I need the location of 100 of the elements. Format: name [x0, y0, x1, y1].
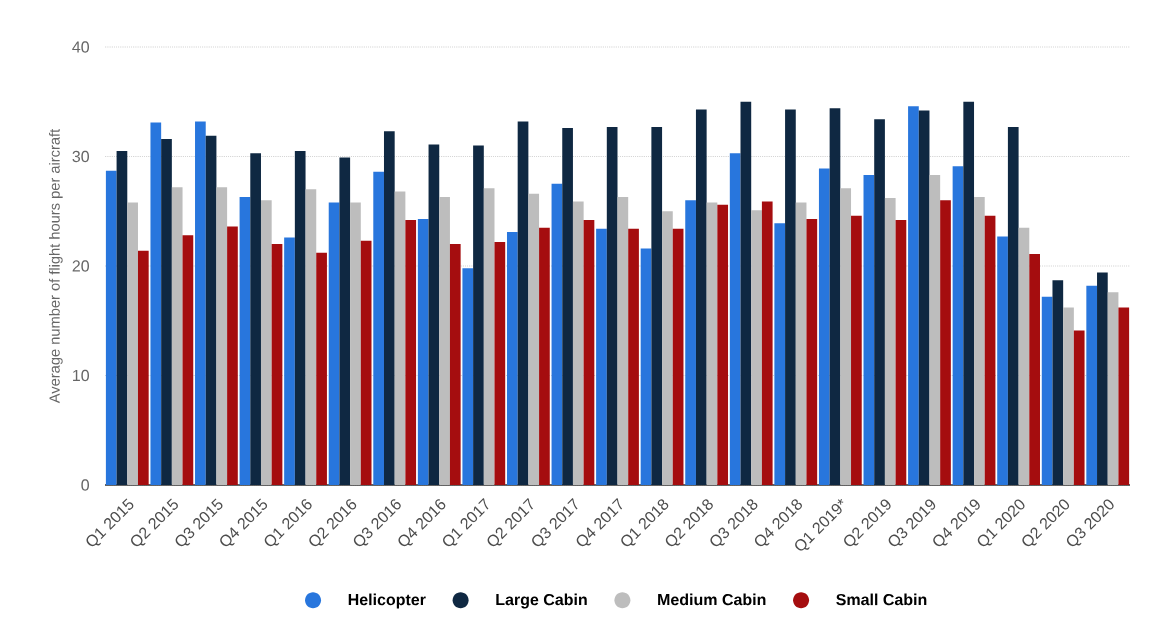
bar	[1063, 307, 1074, 485]
legend-label: Medium Cabin	[658, 593, 766, 606]
bar	[260, 200, 272, 485]
bar	[473, 145, 484, 485]
bar	[1073, 330, 1085, 485]
bar	[294, 151, 306, 485]
bar	[439, 197, 450, 485]
bar	[195, 121, 206, 485]
bar	[818, 168, 830, 485]
bar	[137, 250, 149, 485]
bar	[997, 236, 1008, 485]
bar	[785, 109, 796, 485]
legend-label: Small Cabin	[836, 593, 927, 606]
bar	[908, 106, 919, 485]
bar	[729, 153, 741, 485]
bar	[572, 201, 584, 485]
bar	[984, 215, 996, 485]
bar	[829, 108, 841, 485]
bar	[551, 183, 563, 485]
bar	[539, 227, 550, 485]
bar	[284, 237, 295, 485]
bar	[895, 220, 907, 485]
bar	[428, 144, 440, 485]
bar	[1097, 272, 1108, 485]
legend-label: Helicopter	[348, 593, 426, 609]
bar	[940, 200, 951, 485]
bar	[795, 202, 807, 485]
bar	[884, 198, 896, 485]
bar	[150, 122, 162, 485]
bar	[339, 157, 351, 485]
bar	[929, 175, 941, 485]
y-tick-label: 30	[72, 150, 90, 163]
bar	[706, 202, 718, 485]
bar	[695, 109, 707, 485]
bar	[651, 126, 663, 485]
bar	[662, 211, 673, 485]
bar	[1052, 280, 1064, 485]
bar	[1086, 285, 1098, 485]
bar	[383, 131, 395, 485]
bar	[528, 193, 540, 485]
y-tick-label: 10	[73, 369, 90, 382]
bar	[1107, 292, 1119, 485]
bar	[774, 223, 786, 485]
bar	[761, 201, 773, 485]
bar	[1029, 253, 1040, 485]
bar	[685, 200, 696, 485]
bar	[506, 232, 518, 485]
bar	[806, 218, 818, 485]
bar	[350, 202, 361, 485]
bar	[840, 188, 852, 485]
bar	[449, 244, 461, 485]
bar	[640, 248, 652, 485]
bar	[227, 226, 238, 485]
bar	[205, 135, 217, 485]
bar	[405, 220, 417, 485]
bar	[863, 175, 875, 485]
bar	[105, 170, 117, 485]
bar	[963, 101, 975, 485]
bar	[216, 187, 228, 485]
bar	[517, 121, 529, 485]
bar	[918, 110, 930, 485]
bar	[394, 191, 406, 485]
bar	[1118, 307, 1130, 485]
bar	[127, 202, 138, 485]
bar	[182, 235, 194, 485]
bar	[239, 197, 251, 485]
bar	[305, 189, 317, 485]
bar	[360, 240, 372, 485]
bar	[271, 244, 283, 485]
bar	[1018, 227, 1030, 485]
bar	[606, 126, 618, 485]
bar	[1041, 296, 1053, 485]
bar	[751, 210, 762, 485]
y-tick-label: 0	[81, 479, 90, 491]
y-axis-title: Average number of flight hours per aircraft	[49, 128, 63, 404]
bar	[874, 119, 885, 485]
bar	[617, 197, 629, 485]
bar	[116, 151, 128, 485]
bar	[851, 215, 862, 485]
bar	[562, 128, 573, 485]
bar	[974, 197, 985, 485]
bar	[1007, 126, 1019, 485]
bar	[583, 220, 595, 485]
bar	[161, 138, 172, 485]
bar	[672, 228, 684, 485]
legend-label: Large Cabin	[496, 593, 587, 609]
bar	[952, 166, 964, 485]
bar	[328, 202, 340, 485]
bar	[483, 188, 495, 485]
y-tick-label: 20	[72, 260, 90, 272]
bar	[171, 187, 183, 485]
bar	[250, 153, 261, 485]
bar	[316, 252, 327, 485]
bar	[462, 268, 474, 485]
y-tick-label: 40	[72, 41, 90, 53]
bar	[373, 171, 384, 485]
bar	[494, 241, 506, 485]
bar	[740, 101, 752, 485]
bar	[628, 228, 639, 485]
bar	[596, 228, 607, 485]
